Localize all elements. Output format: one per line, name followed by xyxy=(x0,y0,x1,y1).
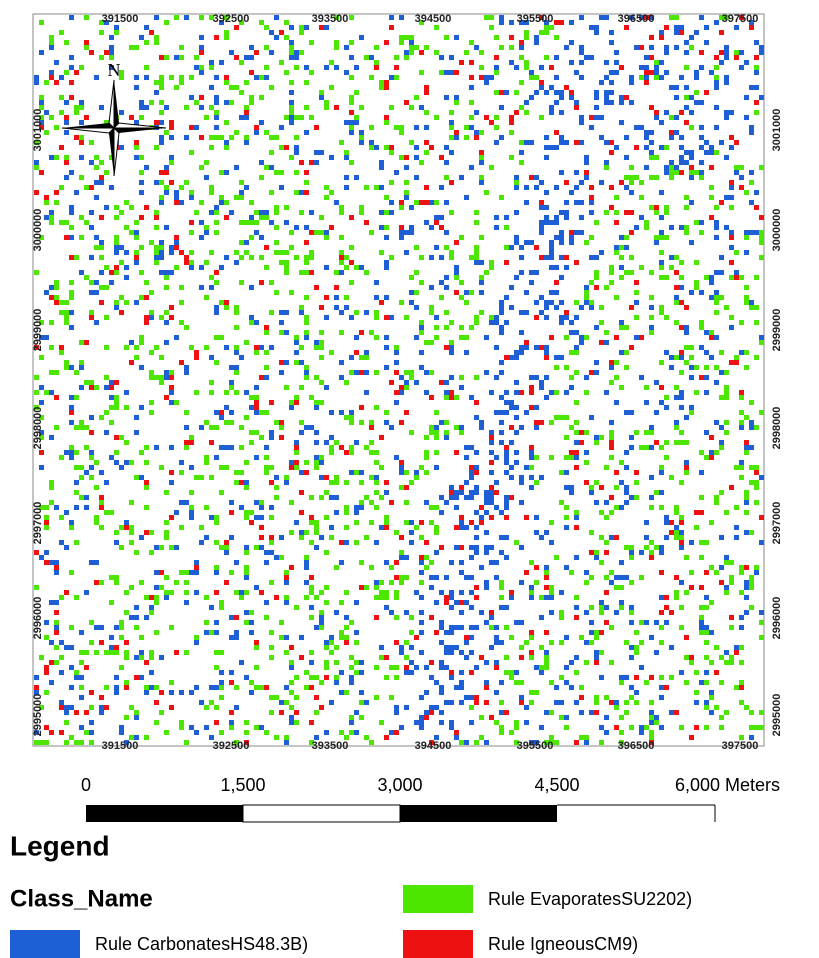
legend-label: Rule IgneousCM9) xyxy=(488,934,638,954)
legend-swatch xyxy=(10,930,80,958)
y-coord-label: 3001000 xyxy=(771,109,783,152)
legend-label: Rule CarbonatesHS48.3B) xyxy=(95,934,308,954)
y-coord-label: 2998000 xyxy=(32,407,44,450)
legend-swatch xyxy=(403,930,473,958)
north-label: N xyxy=(108,60,121,80)
y-coord-label: 2995000 xyxy=(771,694,783,737)
map-layout: N Legend Class_Name 391500 392500 393500 39… xyxy=(0,0,819,958)
x-coord-label: 391500 xyxy=(102,740,139,752)
scale-label: 1,500 xyxy=(220,775,265,795)
x-coord-label: 395500 xyxy=(517,13,554,25)
x-coord-label: 393500 xyxy=(312,740,349,752)
x-coord-label: 393500 xyxy=(312,13,349,25)
scale-bar xyxy=(86,805,715,822)
x-coord-label: 396500 xyxy=(618,740,655,752)
scale-label: 0 xyxy=(81,775,91,795)
x-coord-label: 397500 xyxy=(722,740,759,752)
y-coord-label: 2997000 xyxy=(771,502,783,545)
y-coord-label: 2995000 xyxy=(32,694,44,737)
y-coord-label: 2999000 xyxy=(771,309,783,352)
x-coord-label: 397500 xyxy=(722,13,759,25)
legend-swatch xyxy=(403,885,473,913)
scale-label: 6,000 Meters xyxy=(675,775,780,795)
x-coord-label: 395500 xyxy=(517,740,554,752)
y-coord-label: 2996000 xyxy=(771,597,783,640)
x-coord-label: 392500 xyxy=(213,13,250,25)
scale-label: 3,000 xyxy=(377,775,422,795)
y-coord-label: 3001000 xyxy=(32,109,44,152)
x-coord-label: 394500 xyxy=(415,740,452,752)
y-coord-label: 2998000 xyxy=(771,407,783,450)
x-coord-label: 392500 xyxy=(213,740,250,752)
y-coord-label: 2999000 xyxy=(32,309,44,352)
y-coord-label: 3000000 xyxy=(32,209,44,252)
y-coord-label: 3000000 xyxy=(771,209,783,252)
scale-label: 4,500 xyxy=(534,775,579,795)
x-coord-label: 391500 xyxy=(102,13,139,25)
y-coord-label: 2996000 xyxy=(32,597,44,640)
legend-title: Legend xyxy=(10,830,110,861)
legend-field: Class_Name xyxy=(10,885,153,912)
y-coord-label: 2997000 xyxy=(32,502,44,545)
x-coord-label: 394500 xyxy=(415,13,452,25)
legend-label: Rule EvaporatesSU2202) xyxy=(488,889,692,909)
x-coord-label: 396500 xyxy=(618,13,655,25)
